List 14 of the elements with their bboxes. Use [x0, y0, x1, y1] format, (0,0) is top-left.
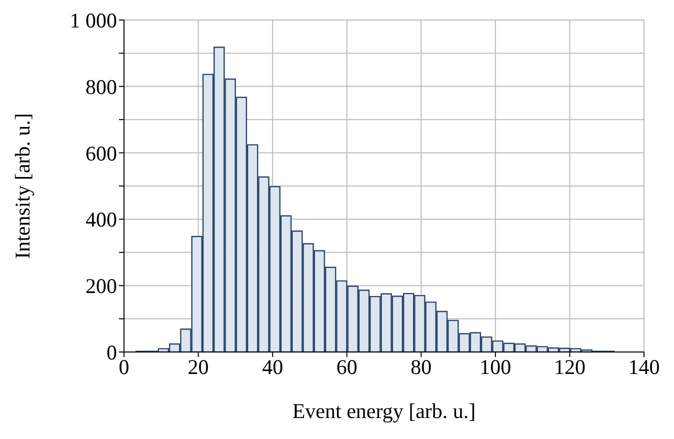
x-tick-label: 140: [628, 354, 660, 379]
y-axis-title: Intensity [arb. u.]: [10, 113, 34, 259]
x-tick-label: 80: [410, 354, 432, 379]
x-axis-title: Event energy [arb. u.]: [292, 399, 476, 423]
y-tick-label: 800: [86, 74, 117, 99]
y-tick-label: 1 000: [70, 8, 117, 32]
y-tick-label: 400: [86, 208, 117, 232]
x-tick-label: 20: [188, 354, 209, 379]
x-tick-label: 120: [554, 354, 586, 379]
x-tick-label: 100: [480, 354, 512, 379]
x-tick-label: 60: [336, 354, 358, 379]
y-tick-label: 200: [86, 274, 117, 298]
x-tick-label: 40: [262, 354, 284, 379]
y-tick-label: 600: [86, 141, 117, 166]
